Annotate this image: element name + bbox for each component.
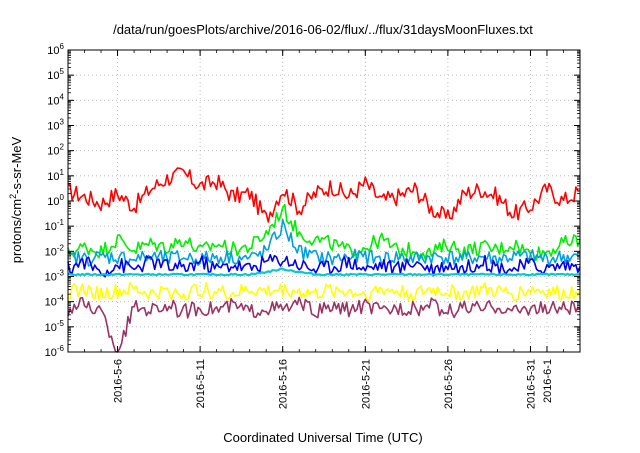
x-axis-title: Coordinated Universal Time (UTC) bbox=[223, 430, 422, 445]
y-tick-label-exp: -4 bbox=[57, 294, 65, 303]
y-tick-label: 101 bbox=[47, 168, 64, 183]
y-tick-label-base: 10 bbox=[47, 70, 59, 82]
series-line-1 bbox=[68, 205, 580, 261]
y-tick-label-exp: -5 bbox=[57, 319, 65, 328]
y-tick-label: 100 bbox=[47, 193, 64, 208]
series-layer bbox=[68, 168, 580, 352]
y-tick-label: 103 bbox=[47, 118, 64, 133]
y-tick-label-base: 10 bbox=[45, 246, 57, 258]
y-tick-label-base: 10 bbox=[45, 347, 57, 359]
axes-layer: 10-610-510-410-310-210-11001011021031041… bbox=[45, 42, 580, 409]
y-tick-label-base: 10 bbox=[45, 221, 57, 233]
y-tick-label: 10-4 bbox=[45, 294, 65, 309]
y-tick-label: 104 bbox=[47, 92, 64, 107]
x-tick-label: 2016-5-31 bbox=[525, 359, 537, 409]
y-tick-label-exp: 2 bbox=[60, 143, 65, 152]
y-tick-label-exp: -6 bbox=[57, 344, 65, 353]
x-tick-label: 2016-5-6 bbox=[113, 359, 125, 403]
y-tick-label: 106 bbox=[47, 42, 64, 57]
y-tick-label-exp: 1 bbox=[60, 168, 65, 177]
x-tick-label: 2016-5-16 bbox=[278, 359, 290, 409]
y-tick-label-exp: 6 bbox=[60, 42, 65, 51]
x-tick-label: 2016-5-21 bbox=[360, 359, 372, 409]
y-tick-label-exp: -2 bbox=[57, 243, 65, 252]
y-tick-label: 10-1 bbox=[45, 218, 65, 233]
y-tick-label-exp: 4 bbox=[60, 92, 65, 101]
x-tick-label: 2016-6-1 bbox=[542, 359, 554, 403]
y-tick-label: 105 bbox=[47, 67, 64, 82]
y-tick-label-base: 10 bbox=[47, 196, 59, 208]
y-tick-label-exp: -1 bbox=[57, 218, 65, 227]
chart-title: /data/run/goesPlots/archive/2016-06-02/f… bbox=[113, 22, 533, 37]
y-tick-label-base: 10 bbox=[45, 322, 57, 334]
y-axis-title-pre: protons/cm bbox=[9, 199, 24, 263]
y-tick-label-base: 10 bbox=[47, 146, 59, 158]
x-tick-label: 2016-5-26 bbox=[443, 359, 455, 409]
y-tick-label-exp: 3 bbox=[60, 118, 65, 127]
y-axis-title-post: -s-sr-MeV bbox=[9, 136, 24, 193]
y-tick-label: 10-3 bbox=[45, 269, 65, 284]
y-tick-label-base: 10 bbox=[47, 121, 59, 133]
y-tick-label: 10-6 bbox=[45, 344, 65, 359]
y-tick-label-exp: 5 bbox=[60, 67, 65, 76]
y-tick-label-base: 10 bbox=[45, 272, 57, 284]
y-tick-label-exp: -3 bbox=[57, 269, 65, 278]
x-tick-label: 2016-5-11 bbox=[195, 359, 207, 408]
series-line-5 bbox=[68, 283, 580, 301]
y-axis-title: protons/cm2-s-sr-MeV bbox=[8, 136, 24, 263]
y-tick-label-base: 10 bbox=[47, 95, 59, 107]
y-tick-label-base: 10 bbox=[47, 45, 59, 57]
y-tick-label-base: 10 bbox=[45, 297, 57, 309]
y-tick-label-base: 10 bbox=[47, 171, 59, 183]
y-tick-label: 10-5 bbox=[45, 319, 65, 334]
y-tick-label-exp: 0 bbox=[60, 193, 65, 202]
series-line-6 bbox=[68, 297, 580, 352]
y-tick-label: 102 bbox=[47, 143, 64, 158]
y-tick-label: 10-2 bbox=[45, 243, 65, 258]
